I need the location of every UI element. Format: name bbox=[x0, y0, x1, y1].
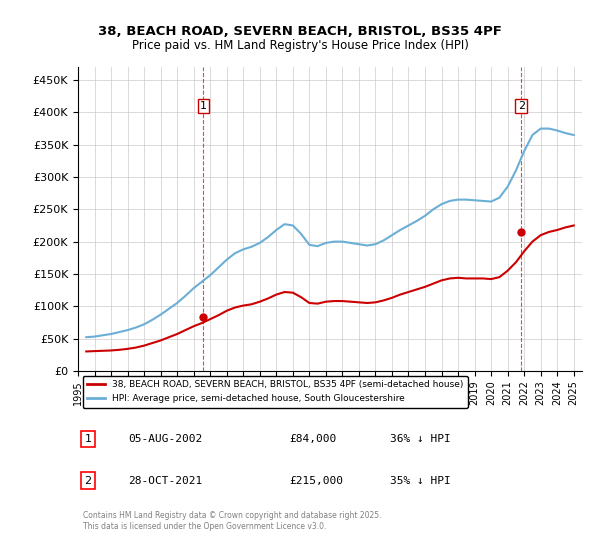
Text: 36% ↓ HPI: 36% ↓ HPI bbox=[391, 434, 451, 444]
Text: Contains HM Land Registry data © Crown copyright and database right 2025.
This d: Contains HM Land Registry data © Crown c… bbox=[83, 511, 382, 530]
Text: £84,000: £84,000 bbox=[290, 434, 337, 444]
Text: 1: 1 bbox=[200, 101, 207, 111]
Text: 35% ↓ HPI: 35% ↓ HPI bbox=[391, 475, 451, 486]
Text: £215,000: £215,000 bbox=[290, 475, 344, 486]
Legend: 38, BEACH ROAD, SEVERN BEACH, BRISTOL, BS35 4PF (semi-detached house), HPI: Aver: 38, BEACH ROAD, SEVERN BEACH, BRISTOL, B… bbox=[83, 376, 468, 408]
Text: 2: 2 bbox=[518, 101, 525, 111]
Text: 38, BEACH ROAD, SEVERN BEACH, BRISTOL, BS35 4PF: 38, BEACH ROAD, SEVERN BEACH, BRISTOL, B… bbox=[98, 25, 502, 38]
Text: Price paid vs. HM Land Registry's House Price Index (HPI): Price paid vs. HM Land Registry's House … bbox=[131, 39, 469, 52]
Text: 05-AUG-2002: 05-AUG-2002 bbox=[128, 434, 203, 444]
Text: 2: 2 bbox=[85, 475, 92, 486]
Text: 1: 1 bbox=[85, 434, 92, 444]
Text: 28-OCT-2021: 28-OCT-2021 bbox=[128, 475, 203, 486]
